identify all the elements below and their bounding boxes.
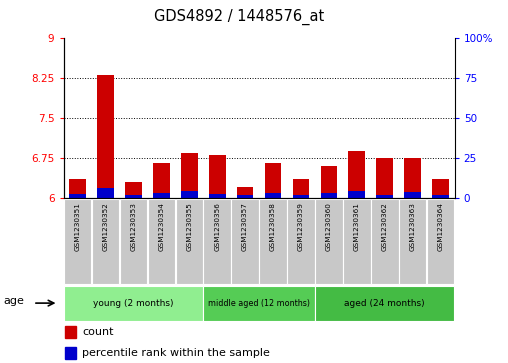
Text: GSM1230360: GSM1230360 — [326, 202, 332, 251]
Text: GSM1230356: GSM1230356 — [214, 202, 220, 251]
FancyBboxPatch shape — [315, 199, 342, 284]
Text: GSM1230354: GSM1230354 — [158, 202, 164, 251]
Text: GSM1230353: GSM1230353 — [131, 202, 136, 251]
Bar — [321, 193, 337, 198]
Text: GSM1230352: GSM1230352 — [103, 202, 108, 251]
Text: GSM1230362: GSM1230362 — [382, 202, 388, 251]
Bar — [237, 187, 253, 198]
Text: GSM1230359: GSM1230359 — [298, 202, 304, 251]
FancyBboxPatch shape — [204, 286, 314, 321]
Bar — [125, 195, 142, 198]
Text: percentile rank within the sample: percentile rank within the sample — [82, 347, 270, 358]
Bar — [153, 163, 170, 198]
Bar — [321, 166, 337, 198]
Bar — [293, 195, 309, 198]
Text: GSM1230357: GSM1230357 — [242, 202, 248, 251]
Bar — [293, 179, 309, 198]
FancyBboxPatch shape — [371, 199, 398, 284]
Bar — [209, 194, 226, 198]
FancyBboxPatch shape — [260, 199, 287, 284]
Bar — [66, 326, 76, 338]
Text: GSM1230351: GSM1230351 — [75, 202, 80, 251]
Bar — [69, 194, 86, 198]
Bar — [125, 182, 142, 198]
Bar — [153, 192, 170, 198]
Text: middle aged (12 months): middle aged (12 months) — [208, 299, 310, 307]
Text: GSM1230355: GSM1230355 — [186, 202, 192, 251]
Bar — [209, 155, 226, 198]
Text: count: count — [82, 327, 114, 337]
FancyBboxPatch shape — [315, 286, 454, 321]
FancyBboxPatch shape — [148, 199, 175, 284]
Bar — [376, 195, 393, 198]
FancyBboxPatch shape — [64, 199, 91, 284]
Bar — [432, 195, 449, 198]
Text: GSM1230363: GSM1230363 — [410, 202, 416, 251]
FancyBboxPatch shape — [64, 286, 203, 321]
Bar — [97, 188, 114, 198]
Bar — [69, 179, 86, 198]
Text: age: age — [3, 296, 24, 306]
FancyBboxPatch shape — [120, 199, 147, 284]
Text: GDS4892 / 1448576_at: GDS4892 / 1448576_at — [153, 9, 324, 25]
Text: aged (24 months): aged (24 months) — [344, 299, 425, 307]
Bar — [97, 76, 114, 198]
Bar — [265, 163, 281, 198]
FancyBboxPatch shape — [204, 199, 231, 284]
Bar — [348, 191, 365, 198]
Text: GSM1230361: GSM1230361 — [354, 202, 360, 251]
Bar — [265, 192, 281, 198]
Bar — [376, 158, 393, 198]
FancyBboxPatch shape — [343, 199, 370, 284]
Bar — [432, 179, 449, 198]
FancyBboxPatch shape — [288, 199, 314, 284]
Bar — [404, 192, 421, 198]
Bar — [66, 347, 76, 359]
Text: GSM1230364: GSM1230364 — [438, 202, 443, 251]
Bar — [404, 158, 421, 198]
FancyBboxPatch shape — [399, 199, 426, 284]
FancyBboxPatch shape — [232, 199, 259, 284]
FancyBboxPatch shape — [176, 199, 203, 284]
Bar — [237, 195, 253, 198]
Text: GSM1230358: GSM1230358 — [270, 202, 276, 251]
FancyBboxPatch shape — [92, 199, 119, 284]
Text: young (2 months): young (2 months) — [93, 299, 174, 307]
Bar — [181, 191, 198, 198]
Bar — [181, 152, 198, 198]
FancyBboxPatch shape — [427, 199, 454, 284]
Bar — [348, 151, 365, 198]
